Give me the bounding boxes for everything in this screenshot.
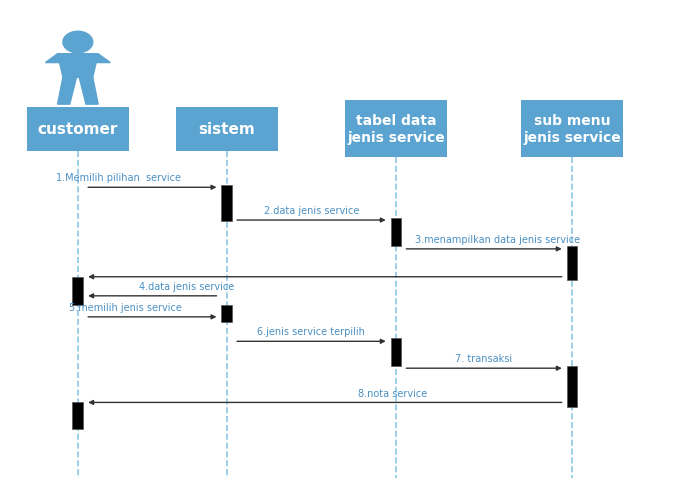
Bar bbox=[391, 218, 401, 246]
Text: sub menu
jenis service: sub menu jenis service bbox=[523, 114, 621, 144]
Polygon shape bbox=[79, 78, 98, 105]
Bar bbox=[176, 107, 278, 151]
Text: 5.memilih jenis service: 5.memilih jenis service bbox=[69, 303, 181, 312]
Bar bbox=[72, 403, 83, 429]
Text: 4.data jenis service: 4.data jenis service bbox=[139, 282, 234, 291]
Text: sistem: sistem bbox=[198, 122, 255, 137]
Bar bbox=[567, 366, 577, 407]
Text: 1.Memilih pilihan  service: 1.Memilih pilihan service bbox=[56, 173, 181, 183]
Bar bbox=[345, 102, 447, 157]
Bar bbox=[27, 107, 129, 151]
Text: 7. transaksi: 7. transaksi bbox=[456, 354, 512, 364]
Text: 3.menampilkan data jenis service: 3.menampilkan data jenis service bbox=[415, 235, 580, 244]
Bar bbox=[567, 246, 577, 281]
Text: 2.data jenis service: 2.data jenis service bbox=[264, 206, 359, 216]
Bar bbox=[521, 102, 623, 157]
Polygon shape bbox=[58, 78, 77, 105]
Bar bbox=[221, 185, 232, 222]
Text: 6.jenis service terpilih: 6.jenis service terpilih bbox=[257, 327, 366, 337]
Circle shape bbox=[63, 32, 93, 54]
Text: customer: customer bbox=[38, 122, 118, 137]
Polygon shape bbox=[58, 55, 98, 78]
Bar bbox=[221, 305, 232, 322]
Text: tabel data
jenis service: tabel data jenis service bbox=[347, 114, 445, 144]
Polygon shape bbox=[45, 55, 110, 63]
Text: 8.nota service: 8.nota service bbox=[358, 388, 427, 398]
Bar bbox=[391, 339, 401, 366]
Bar bbox=[72, 277, 83, 305]
